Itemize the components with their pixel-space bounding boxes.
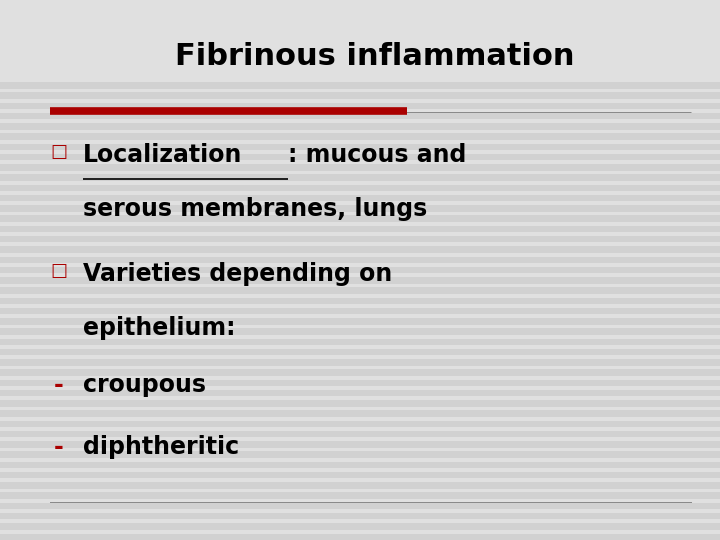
FancyBboxPatch shape [0, 359, 720, 366]
FancyBboxPatch shape [0, 339, 720, 345]
FancyBboxPatch shape [0, 431, 720, 437]
FancyBboxPatch shape [0, 298, 720, 304]
Text: Localization: Localization [83, 143, 242, 167]
FancyBboxPatch shape [0, 246, 720, 253]
FancyBboxPatch shape [0, 205, 720, 212]
FancyBboxPatch shape [0, 287, 720, 294]
FancyBboxPatch shape [0, 267, 720, 273]
Text: croupous: croupous [83, 373, 206, 396]
FancyBboxPatch shape [0, 369, 720, 376]
FancyBboxPatch shape [0, 380, 720, 386]
Text: □: □ [50, 143, 68, 161]
FancyBboxPatch shape [0, 534, 720, 540]
Text: diphtheritic: diphtheritic [83, 435, 239, 458]
FancyBboxPatch shape [0, 513, 720, 519]
FancyBboxPatch shape [0, 256, 720, 263]
FancyBboxPatch shape [0, 195, 720, 201]
Text: serous membranes, lungs: serous membranes, lungs [83, 197, 427, 221]
FancyBboxPatch shape [0, 133, 720, 140]
FancyBboxPatch shape [0, 103, 720, 109]
FancyBboxPatch shape [0, 318, 720, 325]
FancyBboxPatch shape [0, 308, 720, 314]
FancyBboxPatch shape [0, 174, 720, 181]
FancyBboxPatch shape [0, 185, 720, 191]
FancyBboxPatch shape [0, 164, 720, 171]
FancyBboxPatch shape [0, 421, 720, 427]
FancyBboxPatch shape [0, 390, 720, 396]
FancyBboxPatch shape [0, 92, 720, 99]
FancyBboxPatch shape [0, 82, 720, 89]
Text: -: - [54, 435, 64, 458]
FancyBboxPatch shape [0, 349, 720, 355]
FancyBboxPatch shape [0, 410, 720, 417]
FancyBboxPatch shape [0, 113, 720, 119]
FancyBboxPatch shape [0, 523, 720, 530]
Text: epithelium:: epithelium: [83, 316, 235, 340]
Text: : mucous and: : mucous and [289, 143, 467, 167]
FancyBboxPatch shape [0, 400, 720, 407]
Text: Varieties depending on: Varieties depending on [83, 262, 392, 286]
FancyBboxPatch shape [0, 144, 720, 150]
FancyBboxPatch shape [0, 236, 720, 242]
Text: □: □ [50, 262, 68, 280]
FancyBboxPatch shape [0, 482, 720, 489]
FancyBboxPatch shape [0, 462, 720, 468]
FancyBboxPatch shape [0, 154, 720, 160]
FancyBboxPatch shape [0, 441, 720, 448]
FancyBboxPatch shape [0, 472, 720, 478]
FancyBboxPatch shape [0, 215, 720, 222]
FancyBboxPatch shape [0, 277, 720, 284]
FancyBboxPatch shape [0, 226, 720, 232]
FancyBboxPatch shape [0, 503, 720, 509]
FancyBboxPatch shape [0, 492, 720, 499]
Text: -: - [54, 373, 64, 396]
Text: Fibrinous inflammation: Fibrinous inflammation [175, 42, 574, 71]
FancyBboxPatch shape [0, 328, 720, 335]
FancyBboxPatch shape [0, 123, 720, 130]
FancyBboxPatch shape [0, 451, 720, 458]
